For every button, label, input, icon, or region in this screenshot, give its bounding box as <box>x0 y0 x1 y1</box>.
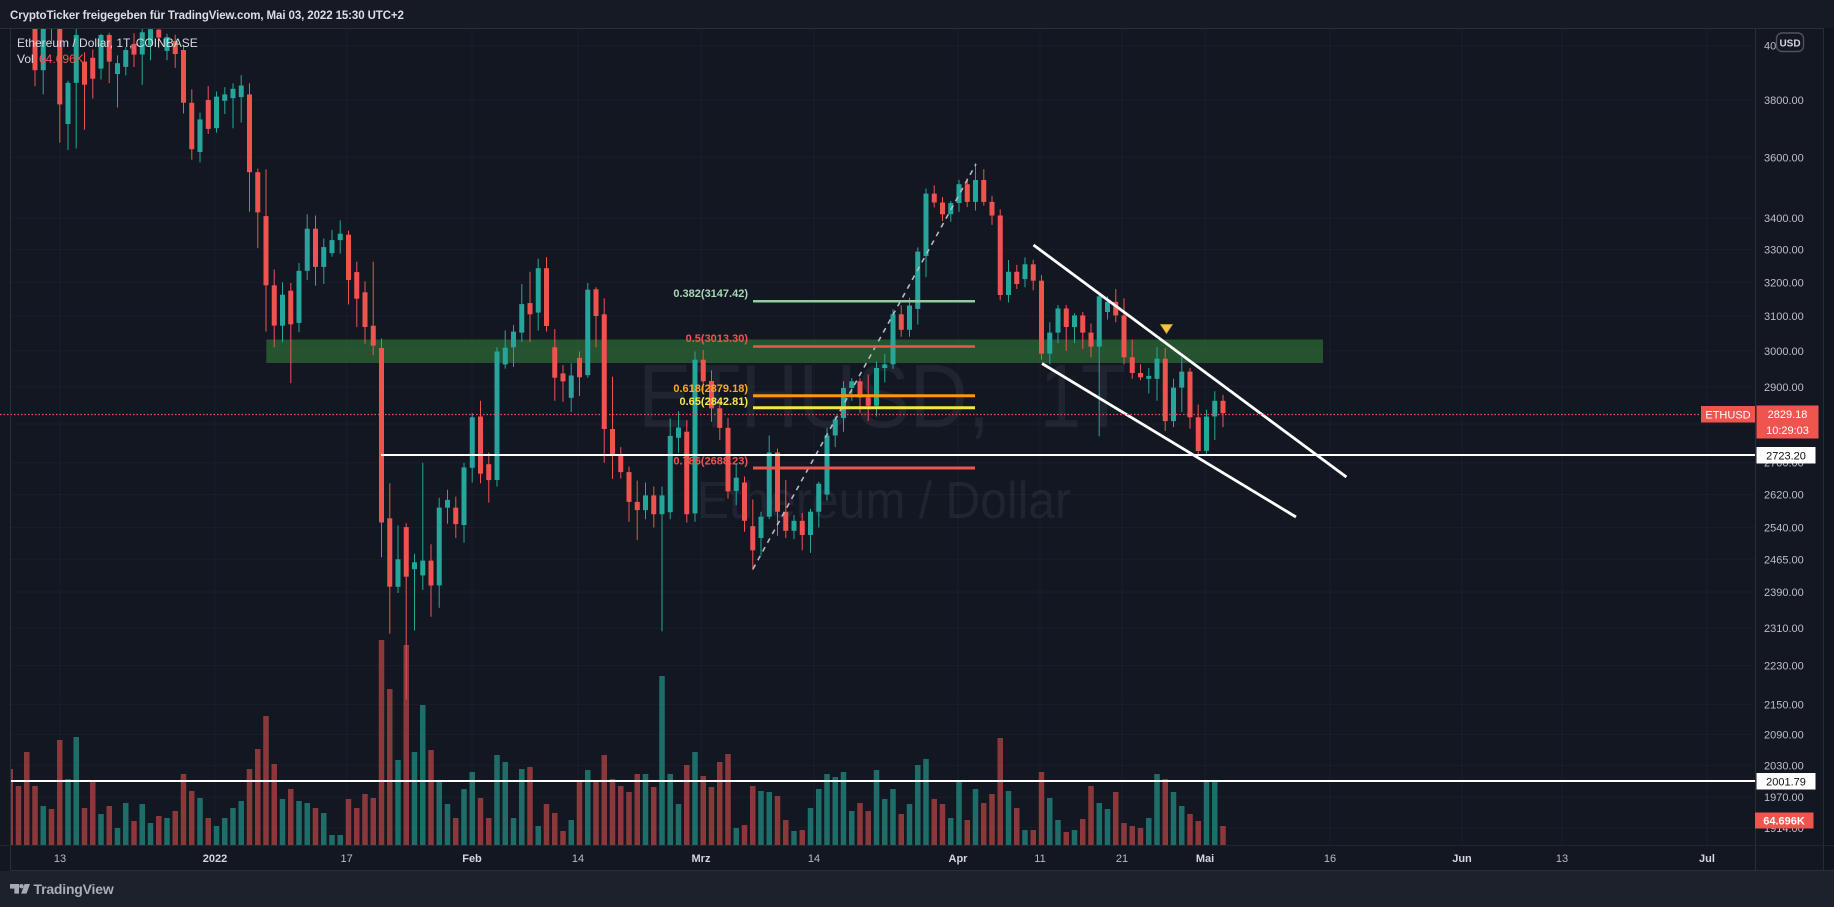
svg-text:16: 16 <box>1324 853 1336 865</box>
svg-text:2620.00: 2620.00 <box>1764 490 1804 502</box>
svg-text:2230.00: 2230.00 <box>1764 661 1804 673</box>
svg-text:13: 13 <box>1556 853 1568 865</box>
svg-text:13: 13 <box>54 853 66 865</box>
svg-text:14: 14 <box>572 853 584 865</box>
svg-text:3600.00: 3600.00 <box>1764 152 1804 164</box>
svg-text:2001.79: 2001.79 <box>1766 777 1806 789</box>
svg-text:2465.00: 2465.00 <box>1764 554 1804 566</box>
svg-text:3000.00: 3000.00 <box>1764 346 1804 358</box>
svg-text:0.382(3147.42): 0.382(3147.42) <box>673 288 748 300</box>
svg-text:14: 14 <box>808 853 820 865</box>
svg-text:10:29:03: 10:29:03 <box>1766 425 1809 437</box>
svg-text:2090.00: 2090.00 <box>1764 729 1804 741</box>
svg-text:2310.00: 2310.00 <box>1764 623 1804 635</box>
svg-text:ETHUSD: ETHUSD <box>1705 410 1750 422</box>
svg-text:TradingView: TradingView <box>34 881 114 897</box>
svg-text:0.786(2688.23): 0.786(2688.23) <box>673 456 748 468</box>
svg-text:11: 11 <box>1034 853 1045 865</box>
svg-text:2390.00: 2390.00 <box>1764 587 1804 599</box>
svg-text:17: 17 <box>340 853 352 865</box>
svg-text:3100.00: 3100.00 <box>1764 311 1804 323</box>
svg-text:2829.18: 2829.18 <box>1768 409 1808 421</box>
svg-text:2022: 2022 <box>203 853 227 865</box>
svg-text:Mai: Mai <box>1196 853 1214 865</box>
svg-text:2900.00: 2900.00 <box>1764 382 1804 394</box>
svg-text:Jul: Jul <box>1699 853 1715 865</box>
svg-text:3200.00: 3200.00 <box>1764 277 1804 289</box>
svg-text:2030.00: 2030.00 <box>1764 760 1804 772</box>
svg-text:64.696K: 64.696K <box>39 52 84 66</box>
svg-text:1T: 1T <box>1040 347 1126 447</box>
svg-text:Apr: Apr <box>949 853 969 865</box>
svg-text:21: 21 <box>1116 853 1128 865</box>
svg-text:3300.00: 3300.00 <box>1764 245 1804 257</box>
svg-text:CryptoTicker freigegeben für T: CryptoTicker freigegeben für TradingView… <box>10 10 404 22</box>
svg-text:2723.20: 2723.20 <box>1766 451 1806 463</box>
svg-text:0.65(2842.81): 0.65(2842.81) <box>680 396 749 408</box>
svg-text:0.5(3013.30): 0.5(3013.30) <box>686 333 749 345</box>
svg-text:0.618(2879.18): 0.618(2879.18) <box>673 383 748 395</box>
svg-text:2150.00: 2150.00 <box>1764 699 1804 711</box>
svg-text:2540.00: 2540.00 <box>1764 523 1804 535</box>
svg-text:Mrz: Mrz <box>692 853 711 865</box>
svg-text:Feb: Feb <box>462 853 482 865</box>
svg-text:USD: USD <box>1779 39 1800 50</box>
svg-text:64.696K: 64.696K <box>1763 816 1805 828</box>
svg-text:Vol: Vol <box>17 52 34 66</box>
svg-text:3800.00: 3800.00 <box>1764 95 1804 107</box>
svg-text:Ethereum / Dollar, 1T, COINBAS: Ethereum / Dollar, 1T, COINBASE <box>17 36 198 50</box>
svg-text:Jun: Jun <box>1452 853 1472 865</box>
svg-text:3400.00: 3400.00 <box>1764 213 1804 225</box>
svg-text:1970.00: 1970.00 <box>1764 792 1804 804</box>
